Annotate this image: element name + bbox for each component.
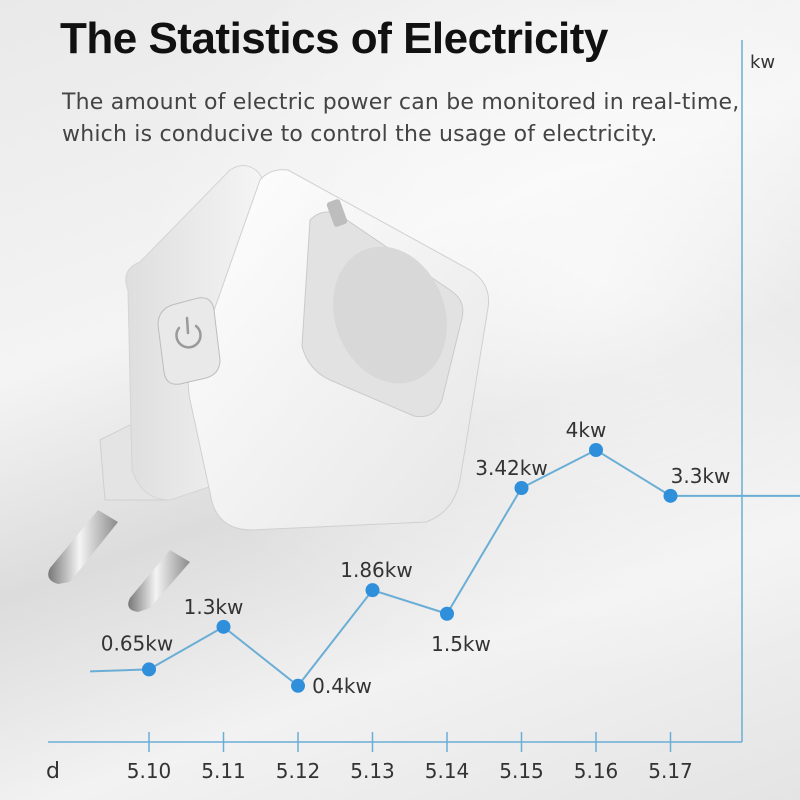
page-title: The Statistics of Electricity (60, 14, 608, 63)
smart-plug-image (48, 165, 490, 612)
x-tick-label: 5.12 (276, 759, 321, 783)
data-point (589, 443, 603, 457)
plug-pin-right (128, 550, 190, 612)
data-label: 3.42kw (475, 456, 547, 480)
data-label: 1.5kw (431, 632, 491, 656)
data-label: 0.65kw (101, 631, 173, 655)
x-tick-label: 5.17 (648, 759, 693, 783)
series-line (89, 448, 800, 688)
data-point (142, 662, 156, 677)
data-label: 3.3kw (671, 464, 731, 488)
plug-pin-left (48, 510, 119, 584)
data-label: 0.4kw (312, 674, 372, 698)
x-tick-label: 5.11 (201, 759, 246, 783)
data-point (514, 480, 529, 495)
subtitle-line-1: The amount of electric power can be moni… (62, 90, 740, 115)
x-tick-label: 5.10 (127, 759, 172, 783)
data-label: 4kw (566, 418, 607, 442)
power-button[interactable] (157, 297, 221, 385)
data-point (663, 488, 678, 503)
subtitle-line-2: which is conducive to control the usage … (62, 122, 658, 147)
x-tick-label: 5.13 (350, 759, 395, 783)
data-label: 1.86kw (340, 558, 412, 582)
data-point (440, 606, 454, 621)
data-label: 1.3kw (184, 595, 244, 619)
power-icon (175, 316, 202, 349)
x-tick-label: 5.15 (499, 759, 544, 783)
x-tick-label: 5.16 (574, 759, 619, 783)
x-axis-label: d (46, 759, 60, 784)
data-point (291, 678, 305, 693)
data-point (365, 583, 380, 598)
y-axis-label: kw (750, 52, 775, 73)
x-tick-label: 5.14 (425, 759, 470, 783)
data-point (216, 619, 231, 634)
